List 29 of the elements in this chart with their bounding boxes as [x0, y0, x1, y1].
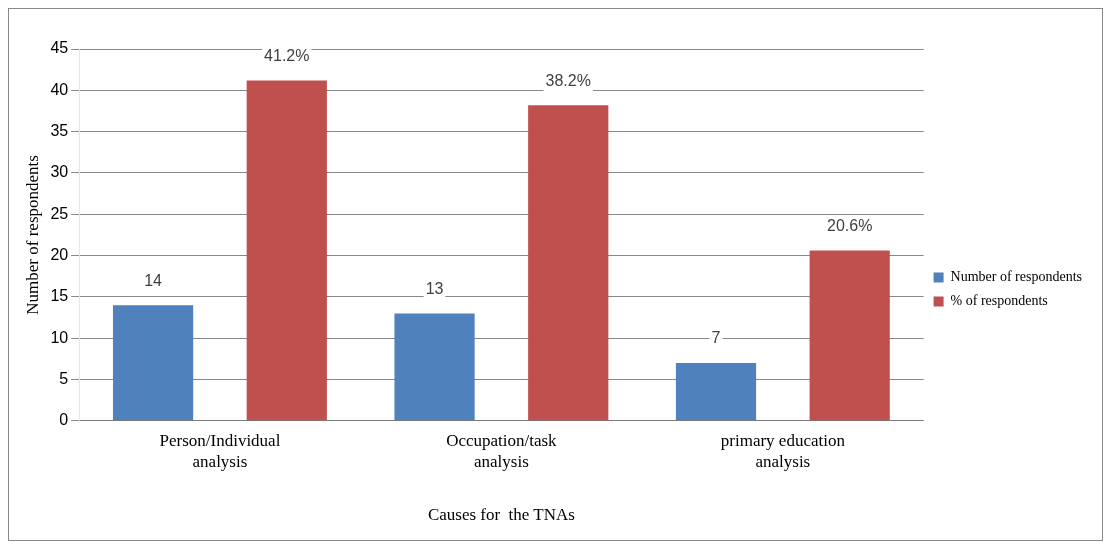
bar [809, 250, 890, 421]
legend-label: Number of respondents [950, 269, 1083, 285]
y-axis-title: Number of respondents [22, 155, 42, 315]
data-label: 41.2% [264, 46, 310, 64]
y-tick-label: 30 [50, 163, 69, 181]
y-tick-label: 15 [50, 287, 69, 305]
data-label: 20.6% [827, 217, 873, 234]
bar [675, 362, 757, 421]
legend-label: % of respondents [950, 293, 1048, 309]
x-tick-label: Person/Individual analysis [159, 431, 281, 471]
y-tick-label: 45 [50, 39, 69, 57]
data-label: 38.2% [545, 71, 591, 89]
x-tick-label: primary education analysis [720, 431, 846, 471]
y-tick-label: 10 [50, 328, 69, 346]
y-tick-label: 5 [59, 369, 69, 387]
bar [394, 313, 475, 421]
y-tick-label: 35 [50, 122, 69, 140]
y-tick-label: 25 [50, 204, 69, 222]
x-axis-title: Causes for the TNAs [427, 505, 575, 525]
y-tick-label: 40 [50, 80, 69, 98]
x-tick-label: Occupation/task analysis [446, 431, 558, 471]
data-label: 14 [144, 271, 163, 289]
bar [246, 80, 327, 421]
bar [112, 305, 194, 421]
data-label: 7 [711, 329, 721, 347]
y-tick-label: 0 [59, 411, 69, 429]
y-tick-label: 20 [50, 245, 69, 263]
data-label: 13 [425, 279, 444, 297]
bar [528, 105, 609, 421]
